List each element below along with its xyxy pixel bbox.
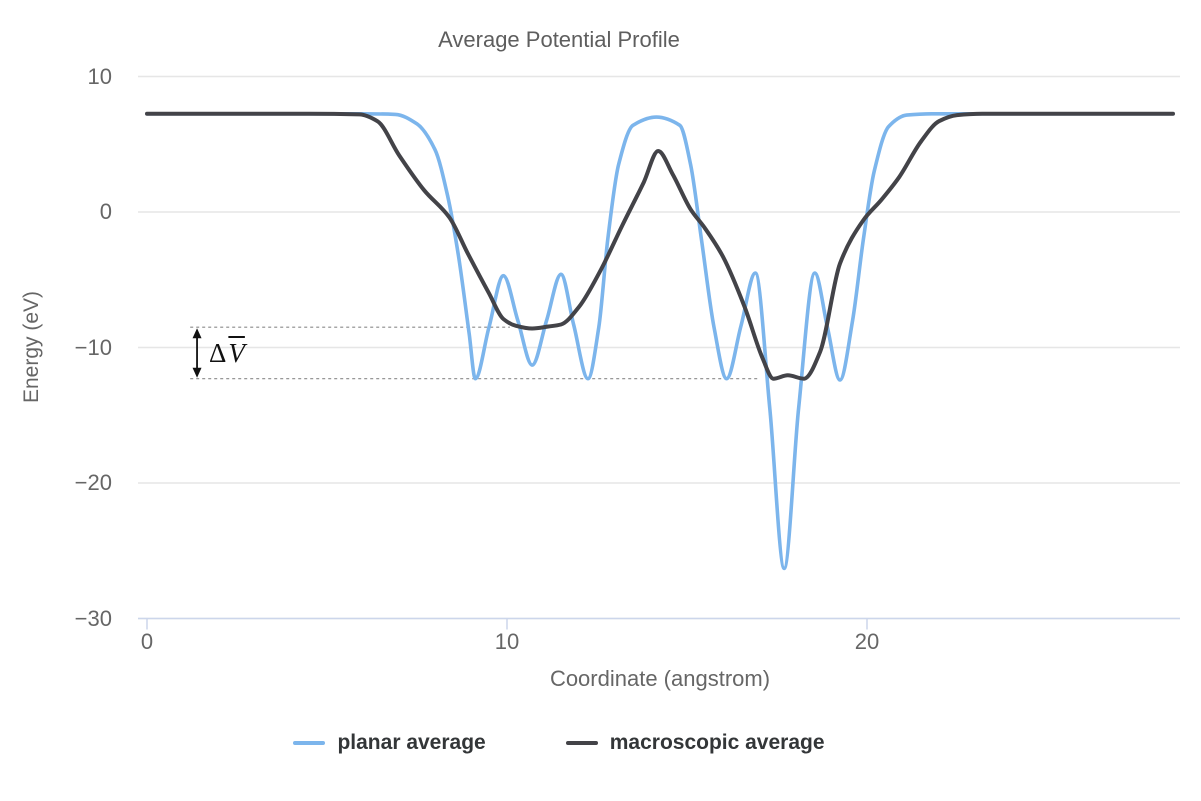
x-tick-label-0: 0 <box>140 629 154 654</box>
y-tick-label-0: 0 <box>99 199 112 224</box>
x-axis-title: Coordinate (angstrom) <box>549 666 771 691</box>
v-bar-symbol: V <box>228 338 245 368</box>
y-tick-label-m10: −10 <box>74 335 112 360</box>
delta-symbol: Δ <box>209 338 227 368</box>
x-tick-label-10: 10 <box>494 629 520 654</box>
y-tick-label-10: 10 <box>87 64 112 89</box>
legend-item-macroscopic-average[interactable]: macroscopic average <box>565 731 825 755</box>
delta-v-arrow-head-down <box>192 367 202 378</box>
macroscopic-average-legend-label: macroscopic average <box>609 731 825 754</box>
planar-average-curve <box>145 111 1175 571</box>
y-tick-label-m30: −30 <box>74 606 112 631</box>
x-tick-label-20: 20 <box>854 629 880 654</box>
planar-average-legend-marker <box>293 740 326 746</box>
delta-v-arrow-head-up <box>192 328 202 339</box>
y-tick-label-m20: −20 <box>74 470 112 495</box>
delta-v-annotation-label: ΔV <box>209 331 245 375</box>
macroscopic-average-legend-marker <box>565 740 598 746</box>
planar-average-legend-label: planar average <box>337 731 486 754</box>
legend-item-planar-average[interactable]: planar average <box>293 731 486 755</box>
legend: planar average macroscopic average <box>0 731 1118 755</box>
chart-title: Average Potential Profile <box>438 27 680 52</box>
macroscopic-average-curve <box>145 111 1175 381</box>
